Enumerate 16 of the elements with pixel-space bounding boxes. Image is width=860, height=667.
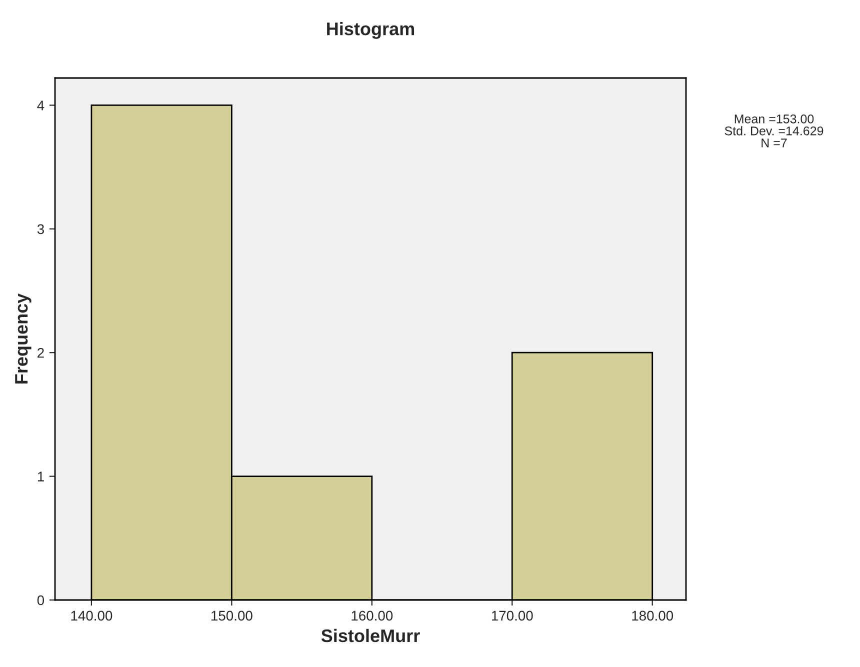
- text: Mean =153.00: [734, 114, 814, 124]
- x-tick-label: 170.00: [492, 610, 533, 621]
- x-tick-label: 150.00: [212, 610, 252, 621]
- x-tick-label: 160.00: [352, 610, 393, 621]
- y-tick-label: 4: [37, 100, 44, 110]
- text: Std. Dev. =14.629: [724, 126, 824, 136]
- y-tick-label: 1: [38, 472, 44, 482]
- text: N =7: [762, 138, 787, 148]
- y-tick-label: 0: [37, 595, 44, 606]
- y-axis-title: Frequency: [15, 293, 32, 384]
- y-tick-label: 3: [37, 224, 44, 234]
- y-tick-label: 2: [38, 348, 44, 358]
- x-tick-label: 180.00: [632, 610, 674, 621]
- chart-title: Histogram: [327, 22, 414, 39]
- x-tick-label: 140.00: [71, 610, 112, 621]
- x-axis-title: SistoleMurr: [321, 628, 420, 642]
